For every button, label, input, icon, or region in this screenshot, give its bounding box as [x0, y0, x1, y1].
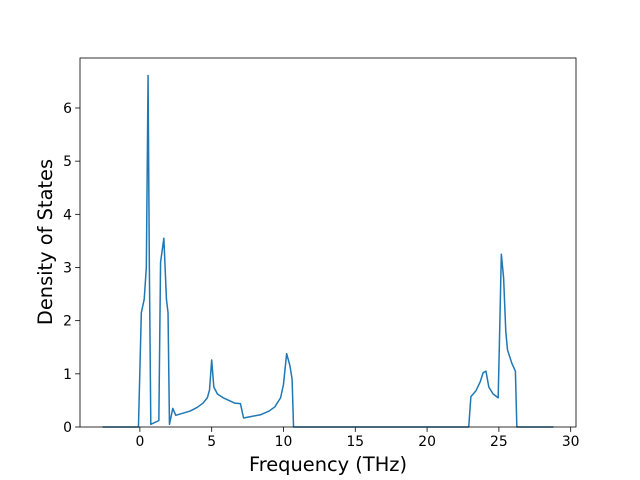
- y-tick-label: 6: [63, 101, 72, 117]
- x-tick-label: 25: [490, 434, 508, 450]
- y-axis-label: Density of States: [34, 159, 57, 325]
- data-line: [102, 74, 554, 428]
- x-tick-label: 30: [562, 434, 580, 450]
- x-tick-label: 10: [275, 434, 293, 450]
- y-tick-label: 1: [63, 367, 72, 383]
- y-tick-label: 2: [63, 314, 72, 330]
- x-tick-label: 15: [346, 434, 364, 450]
- y-tick-label: 4: [63, 207, 72, 223]
- y-tick-label: 0: [63, 420, 72, 436]
- x-tick-label: 0: [135, 434, 144, 450]
- x-axis-label: Frequency (THz): [249, 453, 407, 476]
- x-tick-label: 20: [418, 434, 436, 450]
- plot-frame: [79, 57, 577, 428]
- x-tick-label: 5: [207, 434, 216, 450]
- y-tick-label: 3: [63, 260, 72, 276]
- y-tick-label: 5: [63, 154, 72, 170]
